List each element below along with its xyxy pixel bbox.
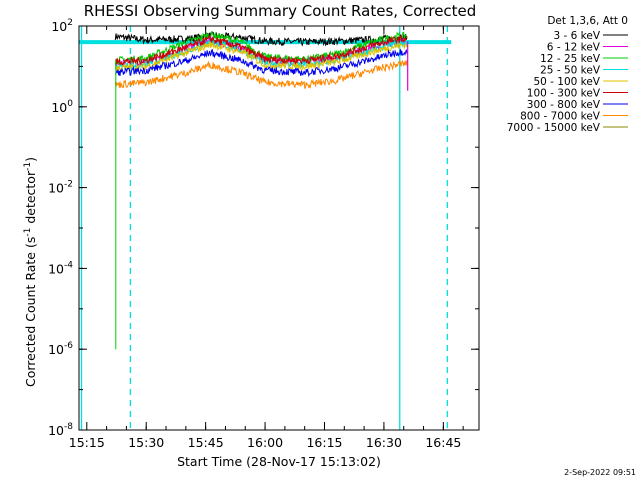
y-axis-label: Corrected Count Rate (s-1 detector-1) — [23, 157, 38, 387]
x-tick-label: 15:30 — [128, 435, 164, 450]
axes: 102 100 10-2 10-4 10-6 10-815:15 15:30 15:45 16:… — [48, 18, 480, 450]
legend-label: 6 - 12 keV — [547, 42, 601, 54]
legend-label: 100 - 300 keV — [527, 88, 601, 100]
y-tick-label: 10-6 — [48, 341, 73, 357]
chart-title: RHESSI Observing Summary Count Rates, Co… — [84, 2, 477, 20]
footer-date: 2-Sep-2022 09:51 — [564, 468, 636, 477]
y-tick-label: 100 — [51, 99, 73, 115]
legend-label: 50 - 100 keV — [533, 76, 600, 88]
legend-label: 7000 - 15000 keV — [507, 122, 601, 134]
y-tick-label: 10-8 — [48, 422, 73, 438]
plot-frame — [78, 25, 480, 431]
legend-label: 3 - 6 keV — [553, 30, 600, 42]
legend-label: 300 - 800 keV — [527, 99, 601, 111]
legend-header: Det 1,3,6, Att 0 — [547, 15, 628, 27]
legend-label: 12 - 25 keV — [540, 53, 601, 65]
x-tick-label: 15:45 — [188, 435, 224, 450]
x-tick-label: 16:15 — [306, 435, 342, 450]
x-tick-label: 16:45 — [425, 435, 461, 450]
plot-area — [79, 26, 452, 430]
x-axis-label: Start Time (28-Nov-17 15:13:02) — [177, 454, 381, 469]
legend-label: 25 - 50 keV — [540, 65, 601, 77]
x-tick-label: 16:00 — [247, 435, 283, 450]
y-tick-label: 10-4 — [48, 260, 73, 276]
x-tick-label: 15:15 — [69, 435, 105, 450]
series-line — [115, 34, 408, 66]
x-tick-label: 16:30 — [366, 435, 402, 450]
legend-label: 800 - 7000 keV — [520, 111, 601, 123]
y-tick-label: 10-2 — [48, 180, 73, 196]
series-line — [114, 31, 408, 47]
series-line — [114, 49, 408, 78]
y-tick-label: 102 — [51, 18, 73, 34]
data-series — [114, 31, 409, 350]
series-line — [114, 59, 408, 89]
